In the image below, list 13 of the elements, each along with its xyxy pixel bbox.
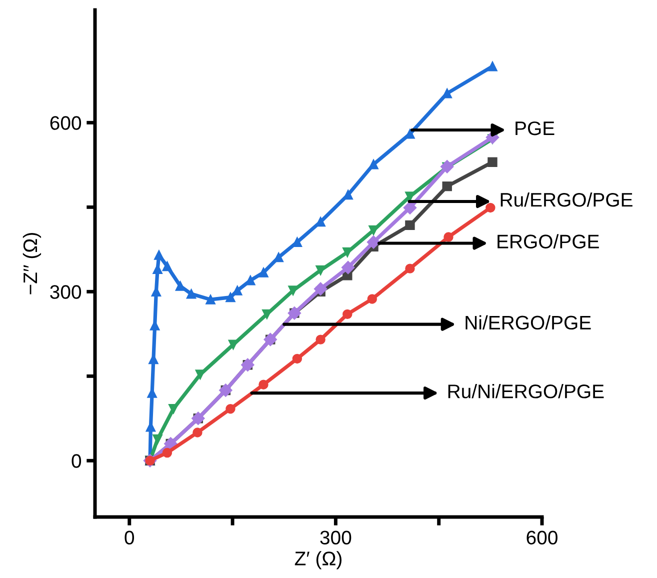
annotation: Ru/ERGO/PGE bbox=[500, 192, 632, 207]
y-tick-label: 300 bbox=[50, 285, 82, 299]
annotation: Ni/ERGO/PGE bbox=[466, 315, 591, 330]
x-tick-label: 0 bbox=[124, 530, 134, 544]
annotation: ERGO/PGE bbox=[498, 234, 599, 248]
y-tick-label: 600 bbox=[50, 116, 82, 130]
annotation: PGE bbox=[516, 121, 554, 136]
x-axis-title: Z′ (Ω) bbox=[294, 551, 342, 570]
x-tick-label: 600 bbox=[526, 530, 558, 544]
annotation: Ru/Ni/ERGO/PGE bbox=[448, 384, 604, 398]
y-tick-label: 0 bbox=[72, 454, 82, 468]
y-axis-title: −Z′′ (Ω) bbox=[22, 233, 42, 294]
x-tick-label: 300 bbox=[320, 530, 352, 544]
